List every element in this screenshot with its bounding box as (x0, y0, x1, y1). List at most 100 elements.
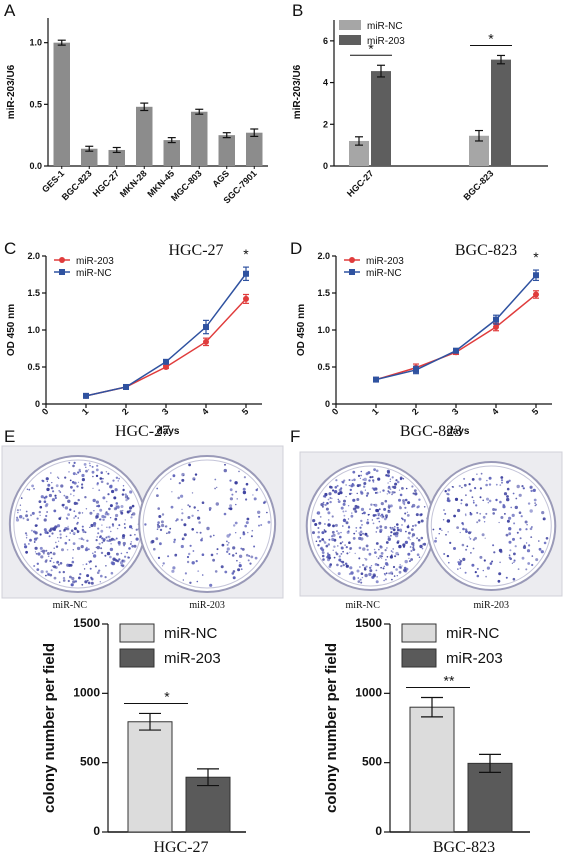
f-photo-title: BGC-823 (400, 423, 462, 440)
c-x-tick-label: 5 (240, 406, 251, 417)
b-bar (491, 59, 511, 166)
a-bar (218, 135, 235, 166)
d-y-tick-label: 0 (325, 399, 330, 409)
c-data-point (163, 364, 169, 370)
c-series-line (85, 273, 247, 397)
a-bar (163, 140, 180, 166)
c-y-tick-label: 0 (35, 399, 40, 409)
f-y-tick-label: 500 (362, 755, 382, 769)
f-legend-label: miR-NC (446, 625, 499, 642)
a-y-tick-label: 0.0 (29, 161, 42, 171)
d-data-point (413, 366, 419, 373)
d-x-tick-label: 4 (490, 406, 501, 417)
a-bar (246, 132, 263, 166)
c-y-axis-label: OD 450 nm (6, 304, 17, 356)
c-x-axis-label: days (157, 426, 180, 437)
f-y-tick-label: 1000 (355, 685, 382, 699)
d-data-point (493, 316, 499, 323)
d-data-point (373, 376, 379, 383)
f-y-tick-label: 0 (375, 824, 382, 838)
c-data-point (243, 295, 249, 302)
d-x-tick-label: 5 (530, 406, 541, 417)
d-legend-marker (349, 257, 355, 263)
panel-d: D BGC-823 0 0.5 1.0 1.5 2.0 0 1 2 3 4 5 days OD 450 nm… (290, 239, 552, 437)
a-bar (191, 111, 208, 166)
panel-e: E HGC-27 miR-NC miR-203 0 500 1000 1500 colony n… (1, 423, 284, 855)
panel-letter: F (290, 427, 300, 446)
c-x-tick-label: 1 (80, 406, 91, 417)
a-bar (136, 106, 153, 166)
c-data-point (163, 358, 169, 365)
d-x-tick-label: 3 (450, 406, 461, 417)
c-data-point (123, 383, 129, 390)
c-legend-label: miR-203 (76, 256, 114, 267)
c-legend-marker (59, 269, 65, 275)
e-photo-title: HGC-27 (115, 423, 170, 440)
b-significance-marker: * (488, 30, 494, 46)
b-y-axis-label: miR-203/U6 (292, 64, 303, 119)
c-x-tick-label: 3 (160, 406, 171, 417)
d-x-tick-label: 1 (370, 406, 381, 417)
panel-c: C HGC-27 0 0.5 1.0 1.5 2.0 0 1 2 3 4 5 days OD 450 nm m… (4, 239, 262, 437)
panel-f: F BGC-823 miR-NC miR-203 0 500 1000 1500 colony … (290, 423, 563, 855)
f-y-tick-label: 1500 (355, 616, 382, 630)
a-x-tick-label: AGS (210, 168, 231, 189)
f-y-axis-label: colony number per field (323, 643, 340, 813)
f-dish-label: miR-NC (346, 600, 381, 611)
d-series-line (375, 293, 537, 381)
d-series-line (375, 274, 537, 381)
e-legend-swatch (119, 623, 155, 643)
d-legend-label: miR-NC (366, 268, 402, 279)
b-x-tick-label: BGC-823 (461, 168, 495, 202)
panel-letter: B (292, 1, 303, 20)
panel-letter: C (4, 239, 16, 258)
b-bar (469, 135, 489, 166)
c-data-point (203, 324, 209, 331)
c-series-line (85, 298, 247, 397)
e-bar (127, 721, 173, 833)
d-data-point (493, 324, 499, 331)
f-bar (409, 706, 455, 833)
c-chart-title: HGC-27 (168, 242, 223, 259)
f-legend-swatch (401, 623, 437, 643)
a-x-tick-label: GES-1 (40, 168, 66, 194)
b-legend-label: miR-203 (367, 36, 405, 47)
a-bar (53, 42, 70, 166)
e-x-category-label: HGC-27 (153, 839, 208, 855)
d-chart-title: BGC-823 (455, 242, 517, 259)
b-y-tick-label: 0 (323, 161, 328, 171)
e-y-tick-label: 1500 (73, 616, 100, 630)
c-x-tick-label: 4 (200, 406, 211, 417)
d-legend-label: miR-203 (366, 256, 404, 267)
d-x-tick-label: 2 (410, 406, 421, 417)
d-data-point (533, 272, 539, 279)
b-significance-marker: * (368, 40, 374, 56)
b-bar (371, 71, 391, 166)
f-dish-1-colony-dots (312, 468, 429, 584)
f-dish-2-culture-dish (426, 461, 557, 591)
e-legend-label: miR-203 (164, 650, 221, 667)
e-dish-2-dish-rim (142, 459, 272, 589)
b-legend-swatch (339, 20, 361, 30)
c-data-point (203, 338, 209, 345)
f-legend-swatch (401, 648, 437, 668)
f-dish-2-dish-rim (430, 465, 552, 587)
b-legend-swatch (339, 35, 361, 45)
d-data-point (533, 291, 539, 298)
e-y-tick-label: 0 (93, 824, 100, 838)
a-y-tick-label: 0.5 (29, 99, 42, 109)
b-x-tick-label: HGC-27 (345, 168, 375, 198)
d-y-axis-label: OD 450 nm (296, 304, 307, 356)
e-dish-2-culture-dish (138, 455, 277, 593)
c-y-tick-label: 1.0 (27, 325, 40, 335)
f-dish-2-colony-dots (432, 472, 549, 583)
f-legend-label: miR-203 (446, 650, 503, 667)
a-bar (81, 148, 98, 166)
a-x-tick-label: MKN-28 (118, 168, 149, 199)
f-significance-marker: ** (444, 672, 455, 688)
c-data-point (83, 392, 89, 399)
d-data-point (453, 347, 459, 354)
e-dish-1-colony-dots (15, 461, 141, 587)
b-y-tick-label: 4 (323, 78, 328, 88)
